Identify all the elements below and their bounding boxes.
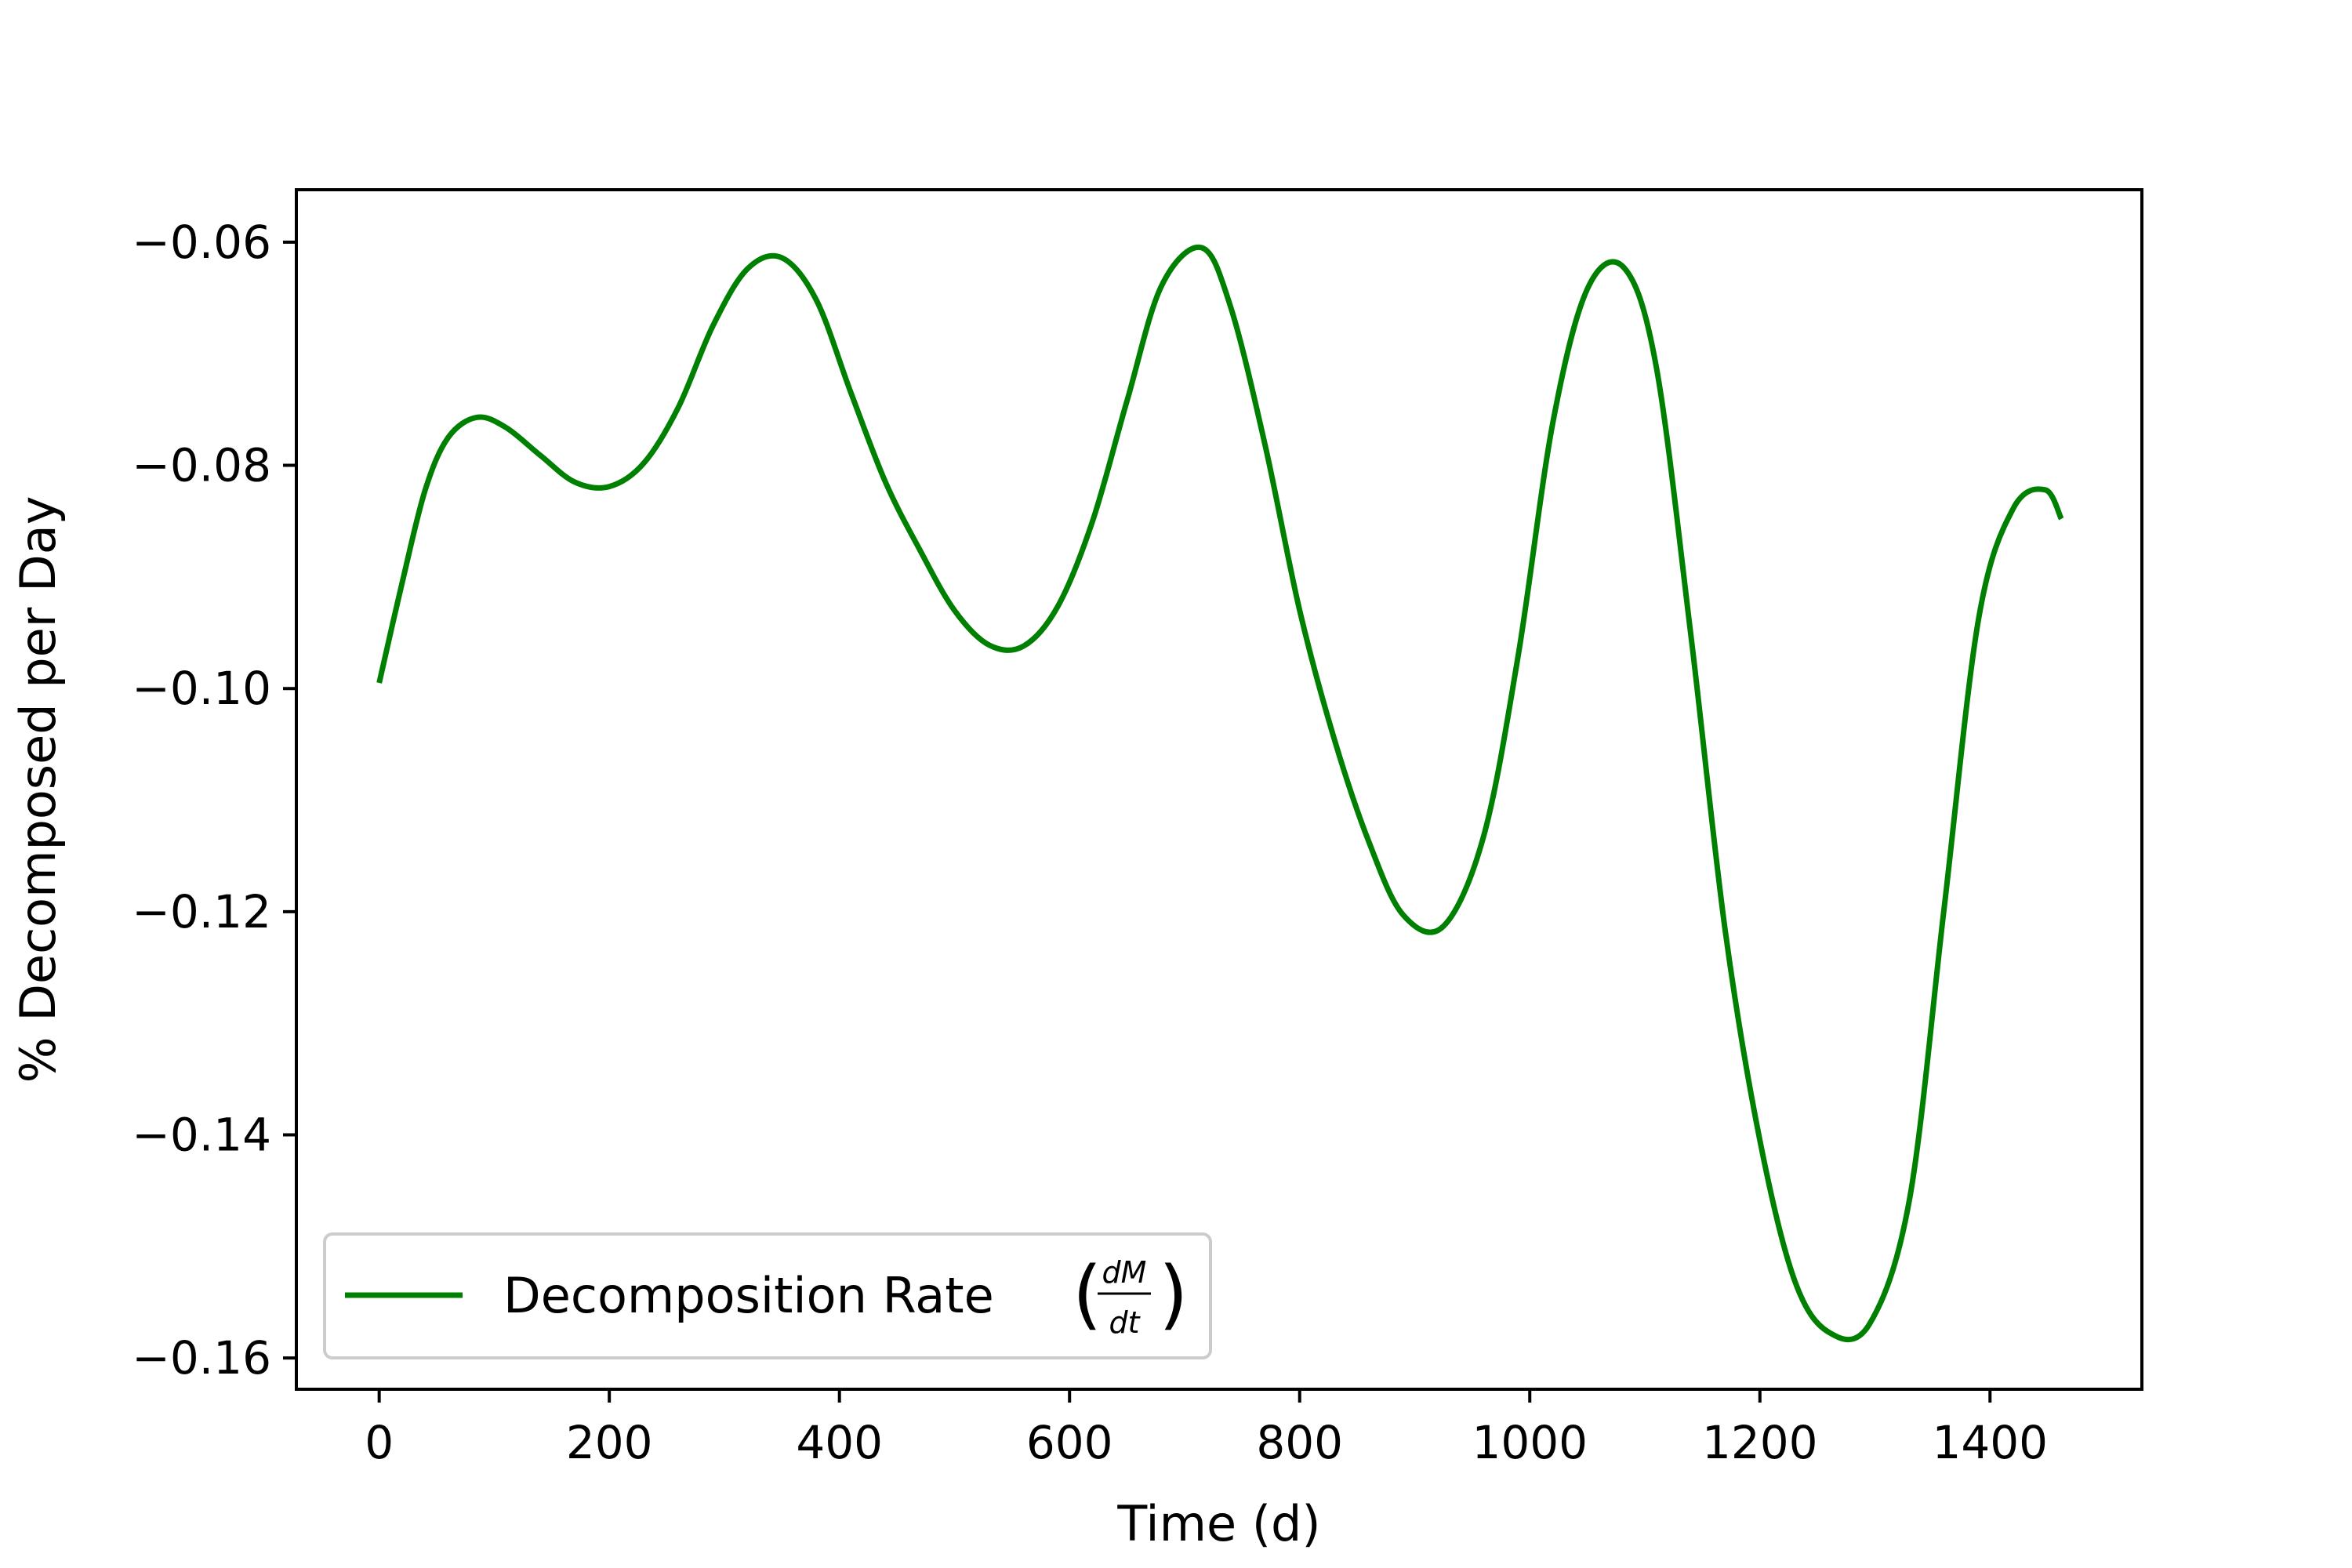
y-tick-label: −0.06 [132,216,271,269]
x-tick-label: 1000 [1472,1416,1588,1469]
legend-paren-open: ( [1073,1250,1102,1338]
series-line [376,244,2064,1342]
x-tick-label: 400 [796,1416,883,1469]
series-layer [376,244,2064,1342]
x-tick-label: 200 [566,1416,653,1469]
x-tick-label: 800 [1256,1416,1343,1469]
ticks-layer: 0 200 400 600 800 1000 1200 1400 −0.06 −0.08 −0.10… [132,216,2048,1469]
y-tick-label: −0.08 [132,439,271,492]
legend-box [323,1232,1212,1359]
legend-fraction-numerator: dM [1102,1255,1147,1290]
plot-frame [295,188,2143,1391]
x-axis-label: Time (d) [1116,1495,1320,1552]
legend-label: Decomposition Rate [503,1267,994,1324]
x-tick-label: 0 [365,1416,394,1469]
x-tick-label: 1400 [1932,1416,2048,1469]
y-tick-label: −0.12 [132,885,271,938]
x-tick-label: 600 [1026,1416,1113,1469]
legend: Decomposition Rate ( dM dt ) [323,1232,1212,1359]
legend-fraction-denominator: dt [1109,1305,1141,1340]
y-axis-label: % Decomposed per Day [9,496,67,1083]
y-tick-label: −0.16 [132,1331,271,1385]
x-tick-label: 1200 [1702,1416,1818,1469]
y-tick-label: −0.14 [132,1108,271,1161]
y-tick-label: −0.10 [132,662,271,715]
legend-paren-close: ) [1159,1250,1188,1338]
